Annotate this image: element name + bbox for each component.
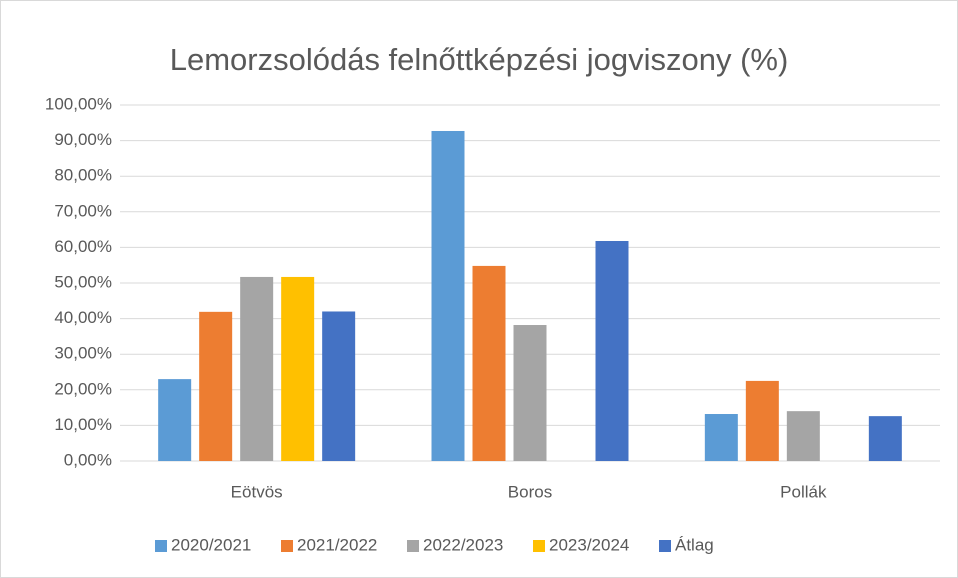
- y-tick-label: 40,00%: [54, 308, 112, 327]
- bar: [199, 311, 233, 461]
- bar: [704, 414, 738, 461]
- bar: [322, 311, 356, 461]
- bar: [513, 325, 547, 461]
- legend-label: Átlag: [675, 535, 714, 554]
- bar: [431, 130, 465, 461]
- legend-label: 2023/2024: [549, 535, 629, 554]
- y-tick-label: 20,00%: [54, 379, 112, 398]
- legend-swatch: [407, 540, 419, 552]
- y-tick-label: 10,00%: [54, 415, 112, 434]
- y-tick-label: 0,00%: [64, 450, 112, 469]
- x-tick-label: Boros: [508, 482, 552, 501]
- x-tick-label: Eötvös: [231, 482, 283, 501]
- y-tick-label: 100,00%: [45, 94, 112, 113]
- x-tick-label: Pollák: [780, 482, 827, 501]
- legend-swatch: [533, 540, 545, 552]
- bar: [595, 240, 629, 461]
- bar: [158, 379, 192, 461]
- y-tick-label: 60,00%: [54, 237, 112, 256]
- legend-label: 2022/2023: [423, 535, 503, 554]
- legend-swatch: [155, 540, 167, 552]
- bar: [745, 380, 779, 461]
- bar: [281, 276, 315, 461]
- y-tick-label: 50,00%: [54, 272, 112, 291]
- legend-label: 2020/2021: [171, 535, 251, 554]
- bar: [240, 276, 274, 461]
- bar: [472, 265, 506, 461]
- bar: [868, 416, 902, 461]
- chart-title: Lemorzsolódás felnőttképzési jogviszony …: [170, 42, 789, 77]
- y-tick-label: 90,00%: [54, 130, 112, 149]
- y-tick-label: 30,00%: [54, 344, 112, 363]
- y-tick-label: 70,00%: [54, 201, 112, 220]
- legend-label: 2021/2022: [297, 535, 377, 554]
- y-tick-label: 80,00%: [54, 166, 112, 185]
- legend-swatch: [281, 540, 293, 552]
- bar: [786, 411, 820, 461]
- legend-swatch: [659, 540, 671, 552]
